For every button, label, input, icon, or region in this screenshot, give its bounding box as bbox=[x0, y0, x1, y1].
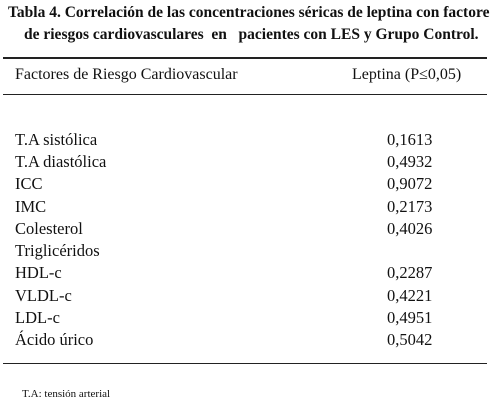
header-cell: Leptina (P≤0,05) bbox=[352, 66, 462, 83]
row-value: 0,4026 bbox=[387, 219, 433, 238]
header-rule bbox=[3, 94, 487, 95]
caption-line: de riesgos cardiovasculares en pacientes… bbox=[24, 26, 479, 43]
row-label: HDL-c bbox=[15, 263, 62, 282]
row-label: Ácido úrico bbox=[15, 330, 94, 349]
row-value: 0,2287 bbox=[387, 263, 433, 282]
row-label: VLDL-c bbox=[15, 286, 72, 305]
row-value: 0,9072 bbox=[387, 174, 433, 193]
bottom-rule bbox=[3, 363, 487, 364]
row-label: Triglicéridos bbox=[15, 241, 100, 260]
footnote: T.A: tensión arterial bbox=[22, 388, 111, 400]
row-label: IMC bbox=[15, 197, 47, 216]
row-value: 0,1613 bbox=[387, 130, 433, 149]
row-value: 0,4932 bbox=[387, 152, 433, 171]
row-value: 0,4951 bbox=[387, 308, 433, 327]
header-cell: Factores de Riesgo Cardiovascular bbox=[15, 66, 238, 83]
top-rule bbox=[3, 57, 487, 59]
row-label: Colesterol bbox=[15, 219, 83, 238]
row-label: T.A diastólica bbox=[15, 152, 107, 171]
row-label: ICC bbox=[15, 174, 43, 193]
row-label: LDL-c bbox=[15, 308, 60, 327]
row-value: 0,4221 bbox=[387, 286, 433, 305]
caption-line: Tabla 4. Correlación de las concentracio… bbox=[8, 4, 490, 21]
row-value: 0,2173 bbox=[387, 197, 433, 216]
row-value: 0,5042 bbox=[387, 330, 433, 349]
row-label: T.A sistólica bbox=[15, 130, 98, 149]
